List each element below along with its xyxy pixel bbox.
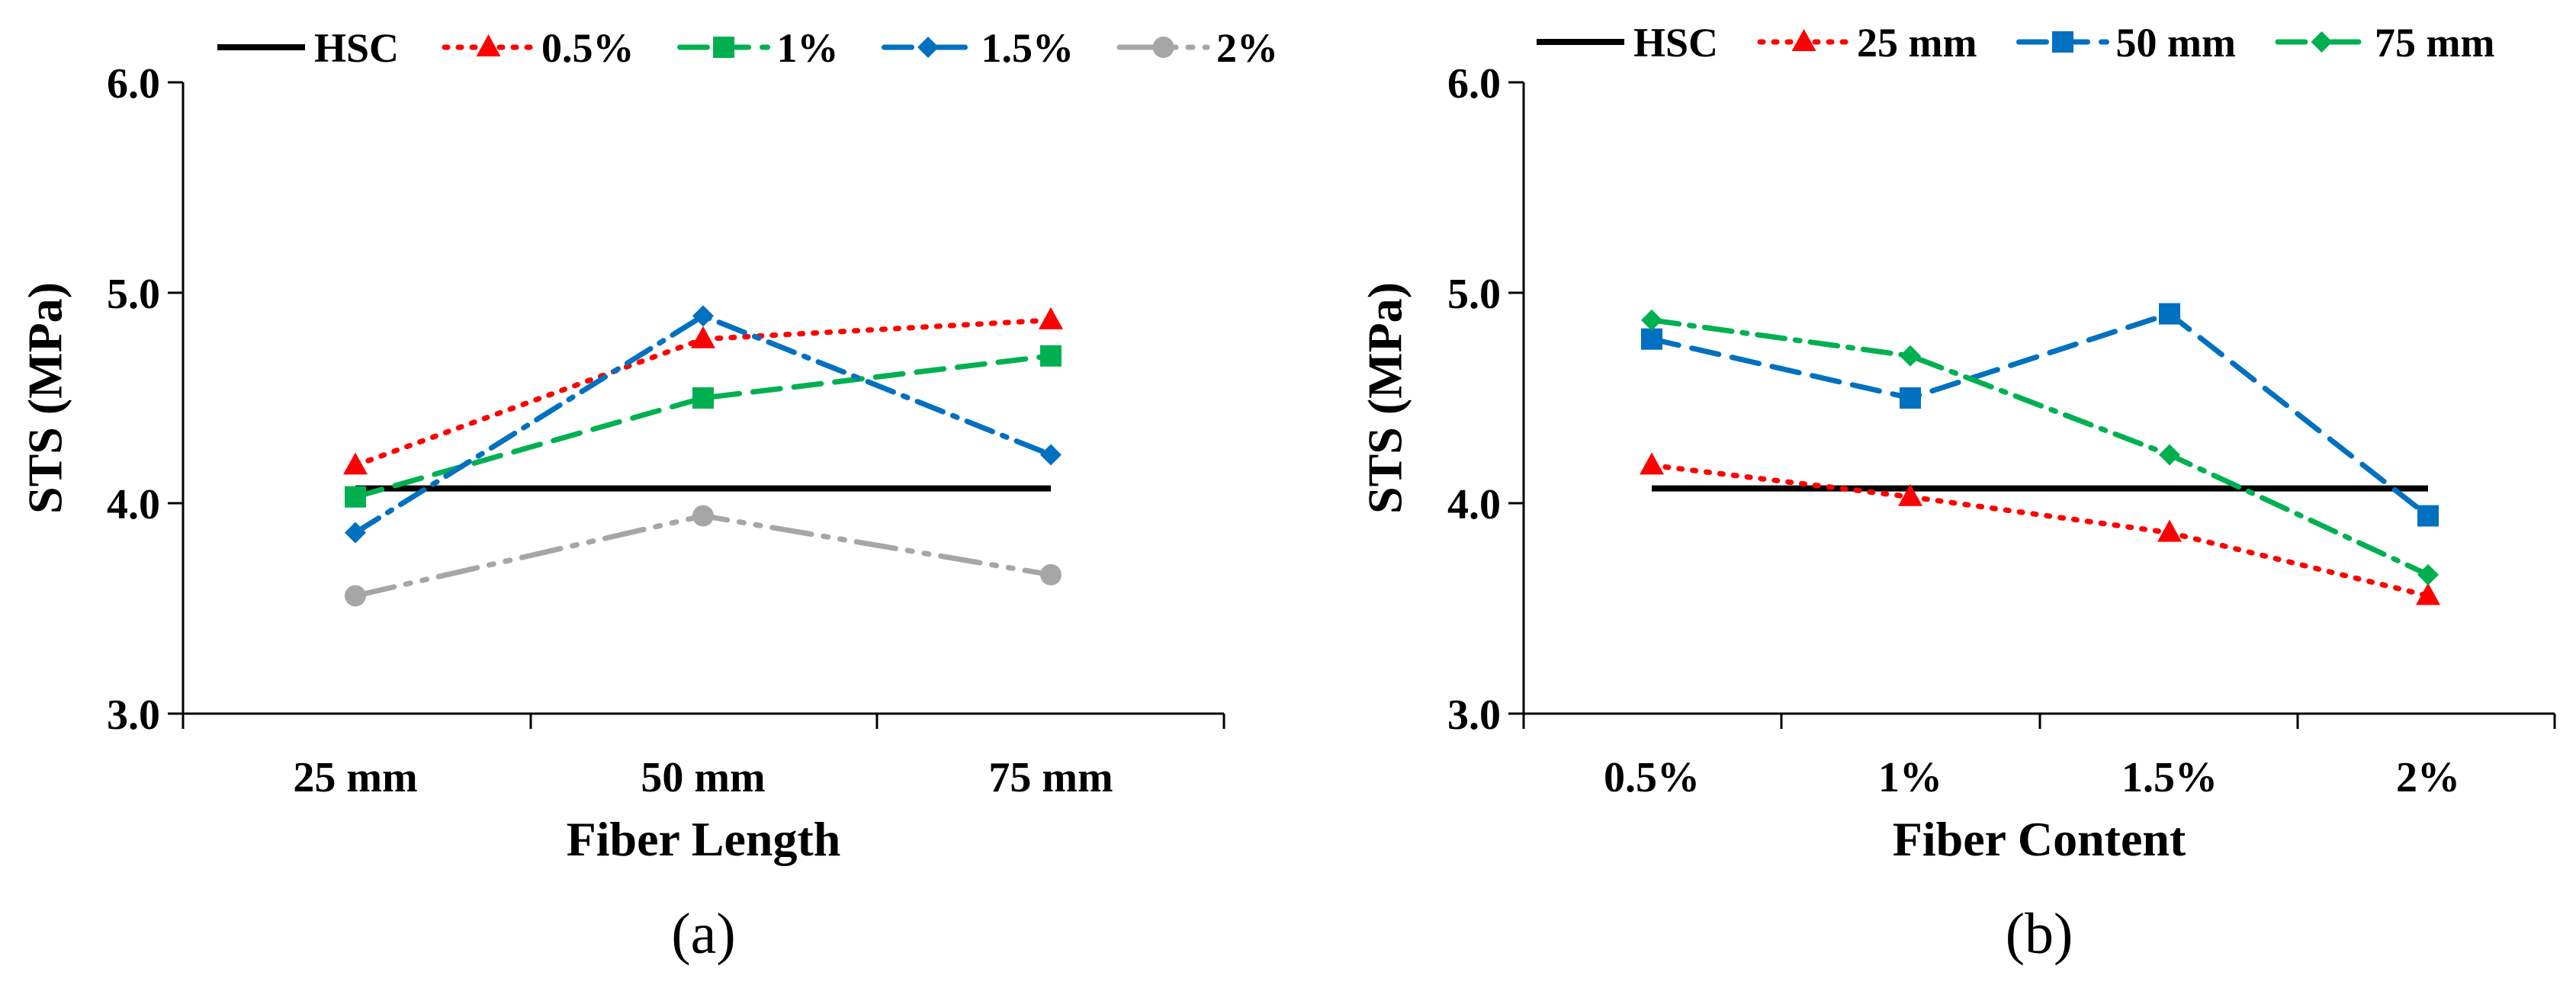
data-point-a-2 bbox=[1040, 444, 1062, 466]
data-point-a-0 bbox=[1039, 307, 1063, 329]
series-line-b-2 bbox=[1652, 320, 2428, 575]
x-tick-label-b: 1% bbox=[1878, 754, 1942, 801]
data-point-b-0 bbox=[1640, 452, 1664, 474]
x-axis-title-a: Fiber Length bbox=[567, 812, 841, 866]
y-tick-label-a: 5.0 bbox=[107, 271, 160, 318]
data-point-b-2 bbox=[2159, 444, 2180, 466]
legend-label-hsc-a: HSC bbox=[314, 25, 399, 71]
data-point-b-2 bbox=[1900, 345, 1921, 367]
legend-label-b-0: 25 mm bbox=[1857, 20, 1977, 66]
series-line-b-0 bbox=[1652, 465, 2428, 595]
panel-label-a: (a) bbox=[671, 902, 735, 966]
legend-marker-a-1 bbox=[713, 37, 734, 58]
data-point-b-2 bbox=[2417, 564, 2439, 586]
legend-marker-b-0 bbox=[1792, 29, 1816, 51]
data-point-b-0 bbox=[2416, 582, 2440, 605]
data-point-b-1 bbox=[1641, 329, 1662, 350]
series-line-a-3 bbox=[355, 516, 1051, 596]
data-point-a-3 bbox=[1040, 564, 1062, 586]
y-tick-label-a: 6.0 bbox=[107, 60, 160, 108]
legend-marker-a-0 bbox=[477, 34, 501, 56]
data-point-a-3 bbox=[692, 505, 714, 527]
panel-label-b: (b) bbox=[2006, 902, 2073, 966]
legend-label-a-2: 1.5% bbox=[981, 25, 1074, 71]
panel-b-chart: 3.0 4.0 5.0 6.0 0.5% 1% 1.5% 2% Fiber Content STS… bbox=[1357, 20, 2555, 966]
series-line-a-2 bbox=[355, 316, 1051, 532]
y-tick-label-b: 3.0 bbox=[1447, 692, 1501, 739]
legend-label-a-3: 2% bbox=[1216, 25, 1278, 71]
y-tick-label-b: 5.0 bbox=[1447, 271, 1501, 318]
x-axis-title-b: Fiber Content bbox=[1893, 812, 2186, 866]
legend-marker-a-2 bbox=[917, 37, 939, 58]
data-point-b-1 bbox=[2417, 505, 2439, 527]
figure-canvas: 3.0 4.0 5.0 6.0 25 mm 50 mm 75 mm Fiber Length S… bbox=[0, 0, 2576, 982]
panel-a-chart: 3.0 4.0 5.0 6.0 25 mm 50 mm 75 mm Fiber Length S… bbox=[18, 25, 1278, 966]
y-tick-label-a: 3.0 bbox=[107, 692, 160, 739]
x-tick-label-a: 25 mm bbox=[293, 754, 417, 801]
legend-label-a-1: 1% bbox=[777, 25, 839, 71]
data-point-a-1 bbox=[1040, 345, 1062, 367]
y-tick-label-a: 4.0 bbox=[107, 481, 160, 528]
y-tick-label-b: 4.0 bbox=[1447, 481, 1501, 528]
data-point-a-3 bbox=[345, 585, 366, 606]
data-point-b-2 bbox=[1641, 310, 1662, 331]
x-tick-label-b: 2% bbox=[2396, 754, 2460, 801]
legend-label-hsc-b: HSC bbox=[1633, 20, 1718, 66]
x-tick-label-a: 50 mm bbox=[641, 754, 765, 801]
data-point-a-1 bbox=[692, 387, 714, 409]
data-point-a-0 bbox=[691, 326, 715, 348]
y-tick-label-b: 6.0 bbox=[1447, 60, 1501, 108]
data-point-b-1 bbox=[2159, 303, 2180, 325]
data-point-a-0 bbox=[343, 452, 368, 474]
data-point-b-1 bbox=[1900, 387, 1921, 409]
x-tick-label-a: 75 mm bbox=[988, 754, 1113, 801]
data-point-a-1 bbox=[345, 486, 366, 508]
legend-label-a-0: 0.5% bbox=[541, 25, 634, 71]
y-axis-title-a: STS (MPa) bbox=[18, 282, 72, 514]
legend-marker-b-1 bbox=[2052, 31, 2073, 53]
legend-label-b-1: 50 mm bbox=[2116, 20, 2236, 66]
x-tick-label-b: 0.5% bbox=[1604, 754, 1700, 801]
y-axis-title-b: STS (MPa) bbox=[1357, 282, 1412, 514]
x-tick-label-b: 1.5% bbox=[2122, 754, 2218, 801]
legend-marker-a-3 bbox=[1153, 37, 1174, 58]
legend-label-b-2: 75 mm bbox=[2375, 20, 2494, 66]
legend-marker-b-2 bbox=[2311, 31, 2332, 53]
